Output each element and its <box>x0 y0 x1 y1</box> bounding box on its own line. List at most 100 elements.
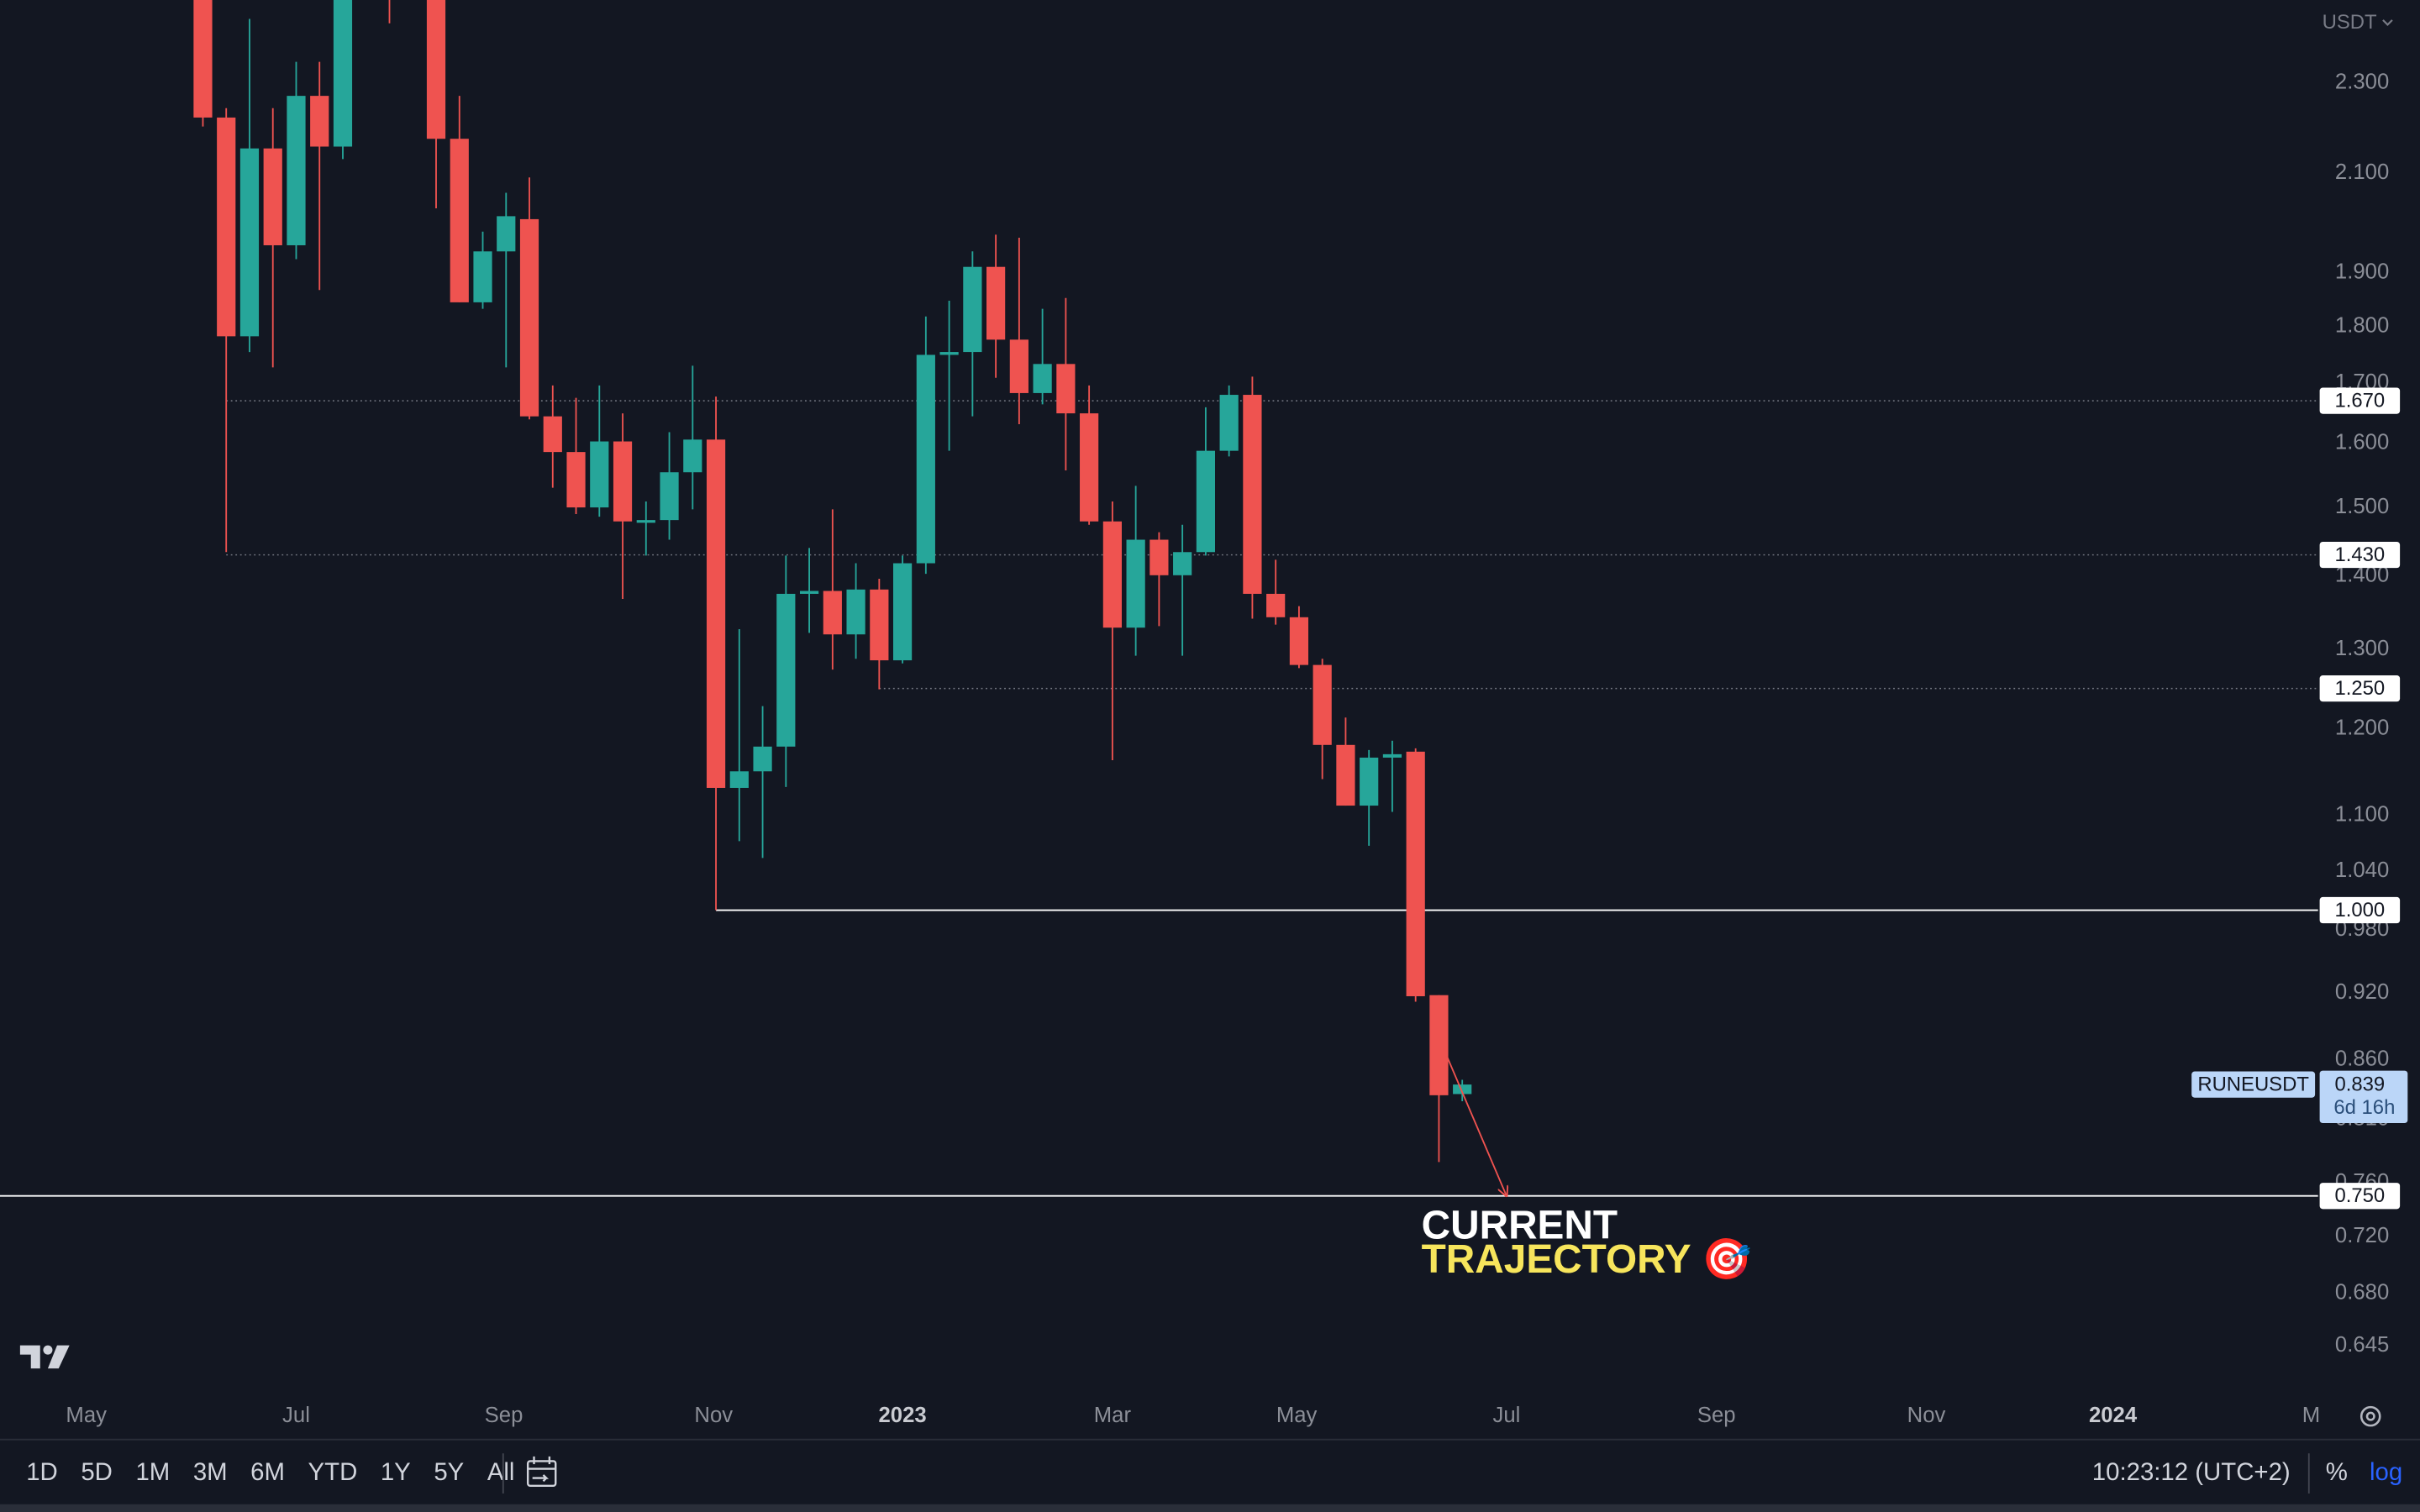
candle-body <box>193 0 213 118</box>
y-tick-label: 0.920 <box>2335 980 2389 1004</box>
range-button[interactable]: 1D <box>26 1458 58 1486</box>
candle-body <box>636 520 655 523</box>
currency-label[interactable]: USDT <box>2323 11 2377 34</box>
candle-body <box>1102 521 1122 628</box>
candle-body <box>706 439 726 788</box>
candle-body <box>916 354 935 564</box>
x-tick-label: M <box>2302 1404 2320 1427</box>
candle-body <box>729 771 749 788</box>
annotation-line: TRAJECTORY 🎯 <box>1422 1237 1752 1282</box>
last-price-label: 0.839 <box>2335 1073 2386 1095</box>
candle-body <box>287 96 306 245</box>
y-tick-label: 1.500 <box>2335 495 2389 518</box>
x-tick-label: May <box>1276 1404 1318 1427</box>
candle-body <box>1360 757 1379 806</box>
candle-body <box>1056 364 1076 414</box>
clock: 10:23:12 (UTC+2) <box>2092 1458 2291 1486</box>
x-tick-label: Jul <box>282 1404 310 1427</box>
candle-body <box>333 0 353 147</box>
y-tick-label: 0.720 <box>2335 1224 2389 1247</box>
range-button[interactable]: 5Y <box>434 1458 464 1486</box>
range-button[interactable]: 6M <box>250 1458 285 1486</box>
x-tick-label: Sep <box>485 1404 523 1427</box>
candle-body <box>473 251 492 302</box>
level-label: 1.670 <box>2335 389 2386 412</box>
range-button[interactable]: All <box>487 1458 515 1486</box>
annotation-line: CURRENT <box>1422 1204 1618 1248</box>
candle-body <box>1382 753 1402 758</box>
level-label-box <box>2319 675 2401 702</box>
candle-body <box>263 148 282 245</box>
candle-body <box>963 266 982 353</box>
x-tick-label: May <box>66 1404 107 1427</box>
candle-body <box>1243 395 1262 594</box>
settings-icon[interactable] <box>2360 1405 2381 1427</box>
x-tick-label: 2023 <box>878 1404 926 1427</box>
candle-body <box>426 0 446 139</box>
candle-body <box>1313 664 1332 745</box>
y-tick-label: 1.900 <box>2335 260 2389 283</box>
candle-body <box>1009 339 1028 393</box>
toolbar: 1D 5D 1M 3M 6M YTD 1Y 5Y All <box>26 1458 514 1486</box>
candle-body <box>590 441 609 508</box>
candle-body <box>1080 413 1099 522</box>
trajectory-arrow <box>1443 1047 1507 1196</box>
range-button[interactable]: 5D <box>81 1458 113 1486</box>
percent-toggle[interactable]: % <box>2326 1458 2348 1486</box>
candle-body <box>1429 995 1449 1095</box>
candle-body <box>217 117 236 337</box>
candle-body <box>1033 364 1052 393</box>
range-button[interactable]: 3M <box>193 1458 228 1486</box>
range-button[interactable]: 1Y <box>381 1458 411 1486</box>
y-tick-label: 0.680 <box>2335 1280 2389 1304</box>
last-price-box <box>2319 1070 2408 1124</box>
candle-body <box>1289 617 1309 665</box>
y-tick-label: 1.200 <box>2335 717 2389 740</box>
candle-body <box>1406 751 1425 996</box>
candle-body <box>799 591 819 594</box>
bottom-strip <box>0 1504 2420 1512</box>
range-button[interactable]: YTD <box>308 1458 358 1486</box>
candle-body <box>1336 744 1355 806</box>
level-label: 1.000 <box>2335 899 2386 921</box>
x-tick-label: Sep <box>1697 1404 1736 1427</box>
y-tick-label: 2.300 <box>2335 70 2389 93</box>
candle-body <box>1150 539 1169 575</box>
x-tick-label: 2024 <box>2089 1404 2138 1427</box>
x-tick-label: Jul <box>1492 1404 1520 1427</box>
candle-body <box>566 452 586 508</box>
level-label: 1.430 <box>2335 543 2386 566</box>
y-tick-label: 1.100 <box>2335 803 2389 827</box>
candle-body <box>1173 552 1192 575</box>
x-tick-label: Nov <box>694 1404 733 1427</box>
x-tick-label: Mar <box>1094 1404 1132 1427</box>
x-tick-label: Nov <box>1907 1404 1946 1427</box>
candle-body <box>1219 395 1239 451</box>
symbol-label: RUNEUSDT <box>2197 1073 2309 1095</box>
symbol-box <box>2191 1071 2316 1098</box>
plot-area <box>0 0 2318 1196</box>
candle-body <box>519 218 539 417</box>
log-toggle[interactable]: log <box>2370 1458 2402 1486</box>
candle-body <box>1196 450 1215 553</box>
y-tick-label: 1.600 <box>2335 431 2389 454</box>
candle-body <box>1266 593 1286 617</box>
date-range-icon[interactable] <box>526 1456 557 1487</box>
y-tick-label: 1.040 <box>2335 858 2389 882</box>
level-label: 1.250 <box>2335 677 2386 700</box>
y-tick-label: 0.860 <box>2335 1047 2389 1071</box>
level-label-box <box>2319 387 2401 414</box>
candle-body <box>939 352 959 355</box>
level-label-box <box>2319 541 2401 569</box>
range-button[interactable]: 1M <box>135 1458 170 1486</box>
candle-body <box>892 563 913 661</box>
candle-body <box>660 472 679 521</box>
y-tick-label: 0.645 <box>2335 1333 2389 1357</box>
level-label: 0.750 <box>2335 1184 2386 1207</box>
countdown: 6d 16h <box>2333 1096 2395 1119</box>
candle-body <box>613 441 633 522</box>
candle-body <box>776 593 796 747</box>
